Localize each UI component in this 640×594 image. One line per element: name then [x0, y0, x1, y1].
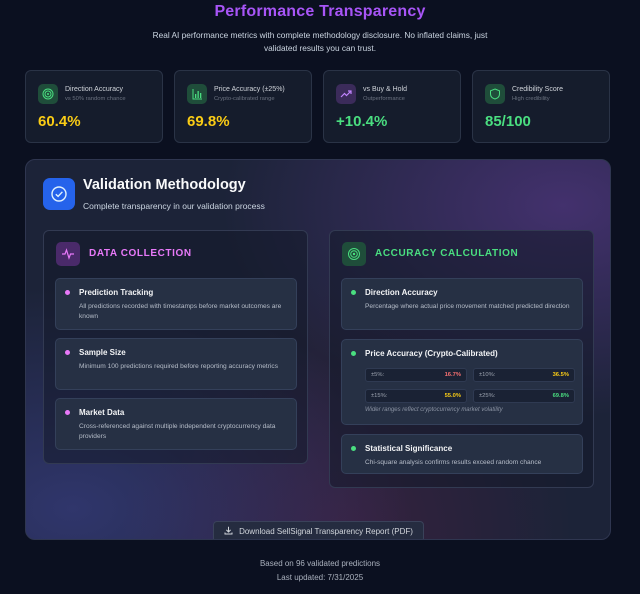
- stat-sub: vs 50% random chance: [65, 96, 126, 102]
- page-title: Performance Transparency: [214, 3, 426, 20]
- range-label: ±25%:: [479, 393, 496, 399]
- stat-label: Price Accuracy (±25%): [214, 86, 285, 93]
- methodology-title: Validation Methodology: [83, 177, 246, 193]
- item-title: Statistical Significance: [365, 444, 453, 453]
- list-item-direction-accuracy: Direction Accuracy Percentage where actu…: [341, 278, 583, 330]
- list-item: Sample Size Minimum 100 predictions requ…: [55, 338, 297, 390]
- footer-last-updated: Last updated: 7/31/2025: [276, 573, 364, 582]
- accuracy-calculation-section: ACCURACY CALCULATION Direction Accuracy …: [329, 230, 594, 488]
- list-item-statistical-significance: Statistical Significance Chi-square anal…: [341, 434, 583, 474]
- bullet-dot: [65, 410, 70, 415]
- range-note: Wider ranges reflect cryptocurrency mark…: [365, 407, 503, 413]
- list-item-price-accuracy: Price Accuracy (Crypto-Calibrated) ±5%: …: [341, 339, 583, 425]
- range-cell-5: ±5%: 16.7%: [365, 368, 467, 382]
- stat-value: 60.4%: [38, 113, 81, 130]
- stat-sub: High credibility: [512, 96, 550, 102]
- shield-icon: [485, 84, 505, 104]
- validation-methodology-panel: Validation Methodology Complete transpar…: [25, 159, 611, 540]
- item-desc: Chi-square analysis confirms results exc…: [365, 459, 542, 466]
- activity-icon: [56, 242, 80, 266]
- stat-value: 69.8%: [187, 113, 230, 130]
- download-report-button[interactable]: Download SellSignal Transparency Report …: [213, 521, 424, 539]
- stat-value: +10.4%: [336, 113, 388, 130]
- check-circle-icon: [43, 178, 75, 210]
- item-desc: Minimum 100 predictions required before …: [79, 363, 278, 370]
- stat-label: Direction Accuracy: [65, 86, 123, 93]
- stat-card-vs-buy-hold: vs Buy & Hold Outperformance +10.4%: [323, 70, 461, 143]
- range-value: 69.8%: [552, 393, 569, 399]
- stat-label: vs Buy & Hold: [363, 86, 407, 93]
- bullet-dot: [65, 350, 70, 355]
- item-desc: All predictions recorded with timestamps…: [79, 303, 282, 320]
- list-item: Market Data Cross-referenced against mul…: [55, 398, 297, 450]
- list-item: Prediction Tracking All predictions reco…: [55, 278, 297, 330]
- range-label: ±10%:: [479, 372, 496, 378]
- item-desc: Percentage where actual price movement m…: [365, 303, 570, 310]
- stat-sub: Outperformance: [363, 96, 405, 102]
- range-label: ±5%:: [371, 372, 385, 378]
- stat-value: 85/100: [485, 113, 531, 130]
- target-icon: [342, 242, 366, 266]
- item-title: Prediction Tracking: [79, 288, 154, 297]
- bullet-dot: [65, 290, 70, 295]
- stat-label: Credibility Score: [512, 86, 563, 93]
- stat-card-direction-accuracy: Direction Accuracy vs 50% random chance …: [25, 70, 163, 143]
- range-value: 55.0%: [444, 393, 461, 399]
- bar-chart-icon: [187, 84, 207, 104]
- page-subtitle: Real AI performance metrics with complet…: [152, 30, 488, 53]
- bullet-dot: [351, 446, 356, 451]
- stat-sub: Crypto-calibrated range: [214, 96, 275, 102]
- accuracy-calculation-title: ACCURACY CALCULATION: [375, 248, 519, 259]
- accuracy-range-grid: ±5%: 16.7% ±10%: 36.5% ±15%: 55.0% ±25%:…: [365, 368, 577, 404]
- item-title: Sample Size: [79, 348, 126, 357]
- item-title: Direction Accuracy: [365, 288, 438, 297]
- range-cell-25: ±25%: 69.8%: [473, 389, 575, 403]
- stats-row: Direction Accuracy vs 50% random chance …: [25, 70, 611, 143]
- download-label: Download SellSignal Transparency Report …: [239, 527, 413, 536]
- data-collection-section: DATA COLLECTION Prediction Tracking All …: [43, 230, 308, 464]
- footer-sample-count: Based on 96 validated predictions: [259, 559, 381, 568]
- trend-up-icon: [336, 84, 356, 104]
- bullet-dot: [351, 351, 356, 356]
- download-icon: [224, 526, 233, 537]
- data-collection-title: DATA COLLECTION: [89, 248, 192, 259]
- range-value: 16.7%: [444, 372, 461, 378]
- stat-card-credibility-score: Credibility Score High credibility 85/10…: [472, 70, 610, 143]
- item-desc: Cross-referenced against multiple indepe…: [79, 423, 276, 440]
- bullet-dot: [351, 290, 356, 295]
- item-title: Price Accuracy (Crypto-Calibrated): [365, 349, 498, 358]
- range-cell-15: ±15%: 55.0%: [365, 389, 467, 403]
- range-label: ±15%:: [371, 393, 388, 399]
- stat-card-price-accuracy: Price Accuracy (±25%) Crypto-calibrated …: [174, 70, 312, 143]
- target-icon: [38, 84, 58, 104]
- item-title: Market Data: [79, 408, 125, 417]
- methodology-subtitle: Complete transparency in our validation …: [83, 201, 265, 211]
- range-cell-10: ±10%: 36.5%: [473, 368, 575, 382]
- range-value: 36.5%: [552, 372, 569, 378]
